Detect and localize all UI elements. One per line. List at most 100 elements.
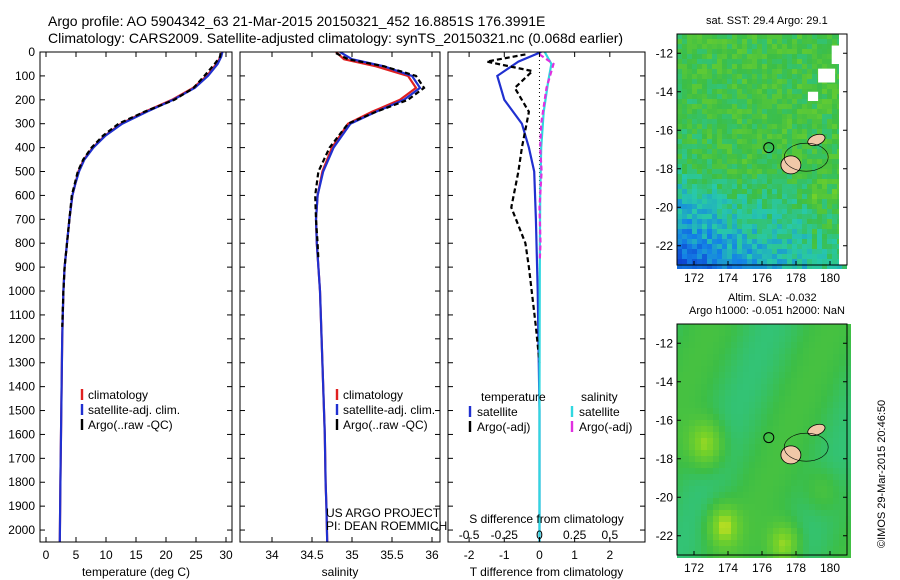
- map-cell: [777, 219, 782, 224]
- map-cell: [797, 259, 802, 264]
- sst-readout: sat. SST: 29.4 Argo: 29.1: [706, 15, 828, 27]
- map-cell: [707, 189, 712, 194]
- map-cell: [785, 330, 791, 336]
- map-cell: [757, 214, 762, 219]
- map-cell: [707, 224, 712, 229]
- map-cell: [743, 546, 749, 552]
- map-cell: [725, 330, 731, 336]
- map-cell: [682, 184, 687, 189]
- map-cell: [833, 330, 839, 336]
- profile-title: Argo profile: AO 5904342_63 21-Mar-2015 …: [48, 13, 546, 29]
- map-cell: [785, 336, 791, 342]
- map-cell: [725, 468, 731, 474]
- map-cell: [717, 214, 722, 219]
- map-cell: [791, 336, 797, 342]
- map-cell: [817, 224, 822, 229]
- map-cell: [821, 396, 827, 402]
- map-cell: [772, 149, 777, 154]
- map-cell: [719, 462, 725, 468]
- map-cell: [822, 34, 827, 39]
- map-cell: [807, 89, 812, 94]
- map-cell: [695, 546, 701, 552]
- map-cell: [839, 540, 845, 546]
- map-cell: [725, 528, 731, 534]
- map-cell: [822, 64, 827, 69]
- map-cell: [749, 522, 755, 528]
- map-cell: [787, 99, 792, 104]
- map-cell: [752, 259, 757, 264]
- map-cell: [752, 44, 757, 49]
- map-cell: [755, 510, 761, 516]
- map-cell: [845, 510, 851, 516]
- map-cell: [779, 384, 785, 390]
- map-cell: [742, 124, 747, 129]
- map-cell: [749, 534, 755, 540]
- map-cell: [677, 144, 682, 149]
- map-cell: [827, 450, 833, 456]
- map-cell: [797, 254, 802, 259]
- map-cell: [822, 99, 827, 104]
- map-cell: [779, 426, 785, 432]
- map-cell: [677, 516, 683, 522]
- map-cell: [827, 486, 833, 492]
- map-cell: [737, 119, 742, 124]
- map-cell: [757, 179, 762, 184]
- map-cell: [683, 480, 689, 486]
- map-cell: [755, 546, 761, 552]
- map-cell: [782, 179, 787, 184]
- map-cell: [821, 348, 827, 354]
- map-cell: [737, 229, 742, 234]
- map-cell: [707, 154, 712, 159]
- map-cell: [792, 239, 797, 244]
- map-cell: [839, 474, 845, 480]
- map-cell: [689, 534, 695, 540]
- map-cell: [757, 44, 762, 49]
- map-cell: [792, 84, 797, 89]
- map-cell: [731, 522, 737, 528]
- map-cell: [792, 54, 797, 59]
- map-cell: [807, 79, 812, 84]
- map-x-tick-label: 180: [820, 271, 840, 285]
- map-cell: [713, 336, 719, 342]
- map-cell: [725, 522, 731, 528]
- map-cell: [727, 74, 732, 79]
- map-cell: [697, 139, 702, 144]
- map-cell: [712, 124, 717, 129]
- map-cell: [713, 396, 719, 402]
- map-cell: [747, 209, 752, 214]
- map-cell: [755, 420, 761, 426]
- map-cell: [809, 330, 815, 336]
- map-cell: [772, 39, 777, 44]
- map-cell: [727, 94, 732, 99]
- map-cell: [707, 79, 712, 84]
- map-cell: [677, 184, 682, 189]
- map-cell: [815, 468, 821, 474]
- map-cell: [817, 249, 822, 254]
- map-cell: [689, 480, 695, 486]
- map-cell: [803, 540, 809, 546]
- map-cell: [713, 498, 719, 504]
- map-cell: [677, 259, 682, 264]
- map-cell: [717, 49, 722, 54]
- map-cell: [787, 139, 792, 144]
- map-cell: [731, 504, 737, 510]
- map-cell: [692, 79, 697, 84]
- map-cell: [827, 159, 832, 164]
- map-cell: [812, 39, 817, 44]
- map-cell: [713, 510, 719, 516]
- map-cell: [727, 149, 732, 154]
- map-cell: [752, 99, 757, 104]
- map-cell: [731, 480, 737, 486]
- map-cell: [767, 378, 773, 384]
- map-cell: [773, 462, 779, 468]
- map-cell: [815, 528, 821, 534]
- map-cell: [747, 259, 752, 264]
- map-cell: [762, 134, 767, 139]
- map-cell: [812, 129, 817, 134]
- map-cell: [773, 546, 779, 552]
- map-cell: [713, 414, 719, 420]
- map-cell: [773, 408, 779, 414]
- map-cell: [692, 49, 697, 54]
- map-cell: [839, 378, 845, 384]
- map-cell: [787, 44, 792, 49]
